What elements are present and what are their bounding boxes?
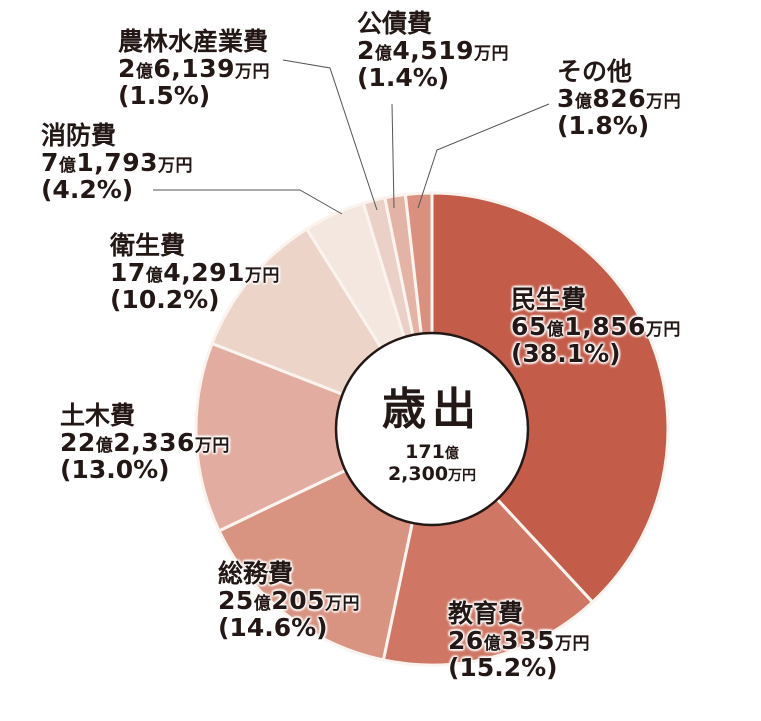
label-doboku: 土木費 22億2,336万円 (13.0%) — [60, 401, 230, 484]
leader-line-kosai — [391, 103, 395, 209]
center-total-man: 2,300万円 — [387, 463, 477, 485]
slice-0 — [430, 191, 670, 605]
label-kyoiku: 教育費 26億335万円 (15.2%) — [448, 599, 590, 682]
leader-lines — [153, 59, 550, 215]
label-minsei: 民生費 65億1,856万円 (38.1%) — [511, 285, 681, 368]
leader-line-shobo — [153, 189, 343, 215]
center-title: 歳出 — [382, 384, 482, 435]
leader-line-sonota — [417, 103, 550, 209]
center-hole — [334, 331, 530, 527]
label-norin: 農林水産業費 2億6,139万円 (1.5%) — [118, 27, 270, 110]
leader-line-norin — [282, 59, 378, 211]
label-shobo: 消防費 7億1,793万円 (4.2%) — [41, 121, 193, 204]
label-somu: 総務費 25億205万円 (14.6%) — [218, 559, 360, 642]
center-total-oku: 171億 — [405, 441, 459, 463]
slice-3 — [194, 341, 436, 533]
label-eisei: 衛生費 17億4,291万円 (10.2%) — [110, 231, 280, 314]
label-kosai: 公債費 2億4,519万円 (1.4%) — [357, 9, 509, 92]
center-total: 歳出 171億 2,300万円 — [337, 335, 527, 525]
label-sonota: その他 3億826万円 (1.8%) — [557, 57, 682, 140]
